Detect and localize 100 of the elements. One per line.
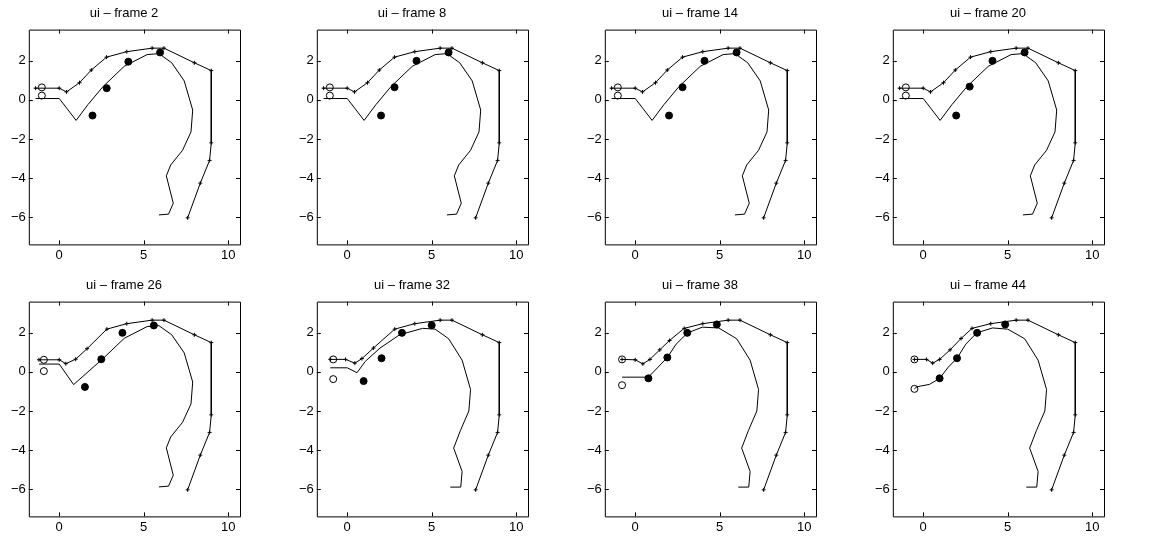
- point: [640, 89, 645, 95]
- point: [80, 382, 89, 391]
- point: [1025, 45, 1031, 51]
- point: [773, 180, 779, 186]
- y-tick-label: −6: [586, 208, 602, 224]
- y-tick-label: −4: [298, 169, 314, 185]
- y-tick-label: −2: [874, 402, 890, 418]
- y-tick-label: −4: [298, 441, 314, 457]
- point: [359, 377, 368, 386]
- y-tick-label: −6: [298, 480, 314, 496]
- point: [988, 56, 997, 65]
- x-tick-label: 0: [631, 246, 639, 262]
- point: [1025, 317, 1031, 323]
- y-tick-label: 2: [882, 324, 890, 340]
- y-tick-label: −6: [586, 480, 602, 496]
- y-tick-label: −4: [874, 441, 890, 457]
- point: [496, 412, 502, 418]
- y-tick-label: 0: [882, 363, 890, 379]
- x-tick-label: 10: [220, 246, 236, 262]
- x-tick-label: 5: [428, 246, 436, 262]
- chart-title: ui – frame 2: [89, 5, 159, 21]
- point: [1072, 140, 1078, 146]
- point: [104, 54, 110, 60]
- x-tick-label: 0: [631, 518, 639, 534]
- y-tick-label: −6: [10, 480, 26, 496]
- y-tick-label: 0: [306, 91, 314, 107]
- point: [104, 326, 110, 332]
- point: [1072, 412, 1078, 418]
- y-tick-label: −2: [298, 130, 314, 146]
- point: [958, 336, 964, 342]
- y-tick-label: −4: [586, 441, 602, 457]
- point: [784, 140, 790, 146]
- point: [449, 45, 455, 51]
- point: [161, 317, 167, 323]
- point: [485, 180, 491, 186]
- point: [1061, 452, 1067, 458]
- x-tick-label: 5: [140, 246, 148, 262]
- point: [88, 67, 94, 73]
- point: [124, 57, 133, 66]
- point: [1001, 320, 1010, 329]
- point: [700, 56, 709, 65]
- y-tick-label: 2: [18, 324, 26, 340]
- point: [376, 67, 382, 73]
- y-tick-label: 2: [18, 52, 26, 68]
- x-tick-label: 5: [428, 518, 436, 534]
- point: [901, 91, 910, 100]
- chart-title: ui – frame 32: [374, 277, 450, 293]
- y-tick-label: 0: [882, 91, 890, 107]
- point: [664, 67, 670, 73]
- point: [370, 345, 376, 351]
- y-tick-label: −2: [10, 402, 26, 418]
- point: [359, 356, 365, 362]
- chart-title: ui – frame 14: [662, 5, 738, 21]
- point: [118, 328, 127, 337]
- point: [427, 321, 436, 330]
- point: [39, 367, 48, 376]
- chart-title: ui – frame 44: [950, 277, 1026, 293]
- x-tick-label: 10: [508, 246, 524, 262]
- point: [952, 111, 961, 120]
- point: [928, 89, 933, 95]
- point: [449, 317, 455, 323]
- x-tick-label: 10: [796, 246, 812, 262]
- point: [647, 356, 653, 362]
- y-tick-label: −6: [10, 208, 26, 224]
- x-tick-label: 5: [716, 246, 724, 262]
- y-tick-label: −2: [586, 130, 602, 146]
- point: [737, 45, 743, 51]
- point: [197, 180, 203, 186]
- chart-title: ui – frame 38: [662, 277, 738, 293]
- point: [737, 317, 743, 323]
- point: [773, 452, 779, 458]
- point: [392, 326, 398, 332]
- point: [352, 360, 358, 366]
- y-tick-label: −6: [298, 208, 314, 224]
- point: [618, 381, 627, 390]
- x-tick-label: 10: [796, 518, 812, 534]
- x-tick-label: 0: [55, 518, 63, 534]
- point: [392, 54, 398, 60]
- point: [678, 83, 687, 92]
- y-tick-label: −4: [586, 169, 602, 185]
- y-tick-label: 2: [306, 52, 314, 68]
- y-tick-label: −6: [874, 480, 890, 496]
- point: [952, 67, 958, 73]
- point: [665, 111, 674, 120]
- x-tick-label: 0: [343, 518, 351, 534]
- x-tick-label: 5: [140, 518, 148, 534]
- point: [325, 91, 334, 100]
- point: [947, 347, 953, 353]
- y-tick-label: 2: [594, 52, 602, 68]
- point: [208, 140, 214, 146]
- y-tick-label: −4: [874, 169, 890, 185]
- y-tick-label: −4: [10, 169, 26, 185]
- y-tick-label: 0: [306, 363, 314, 379]
- y-tick-label: 0: [18, 91, 26, 107]
- point: [102, 84, 111, 93]
- x-tick-label: 0: [919, 246, 927, 262]
- point: [412, 56, 421, 65]
- x-tick-label: 10: [1084, 246, 1100, 262]
- point: [208, 412, 214, 418]
- x-tick-label: 0: [55, 246, 63, 262]
